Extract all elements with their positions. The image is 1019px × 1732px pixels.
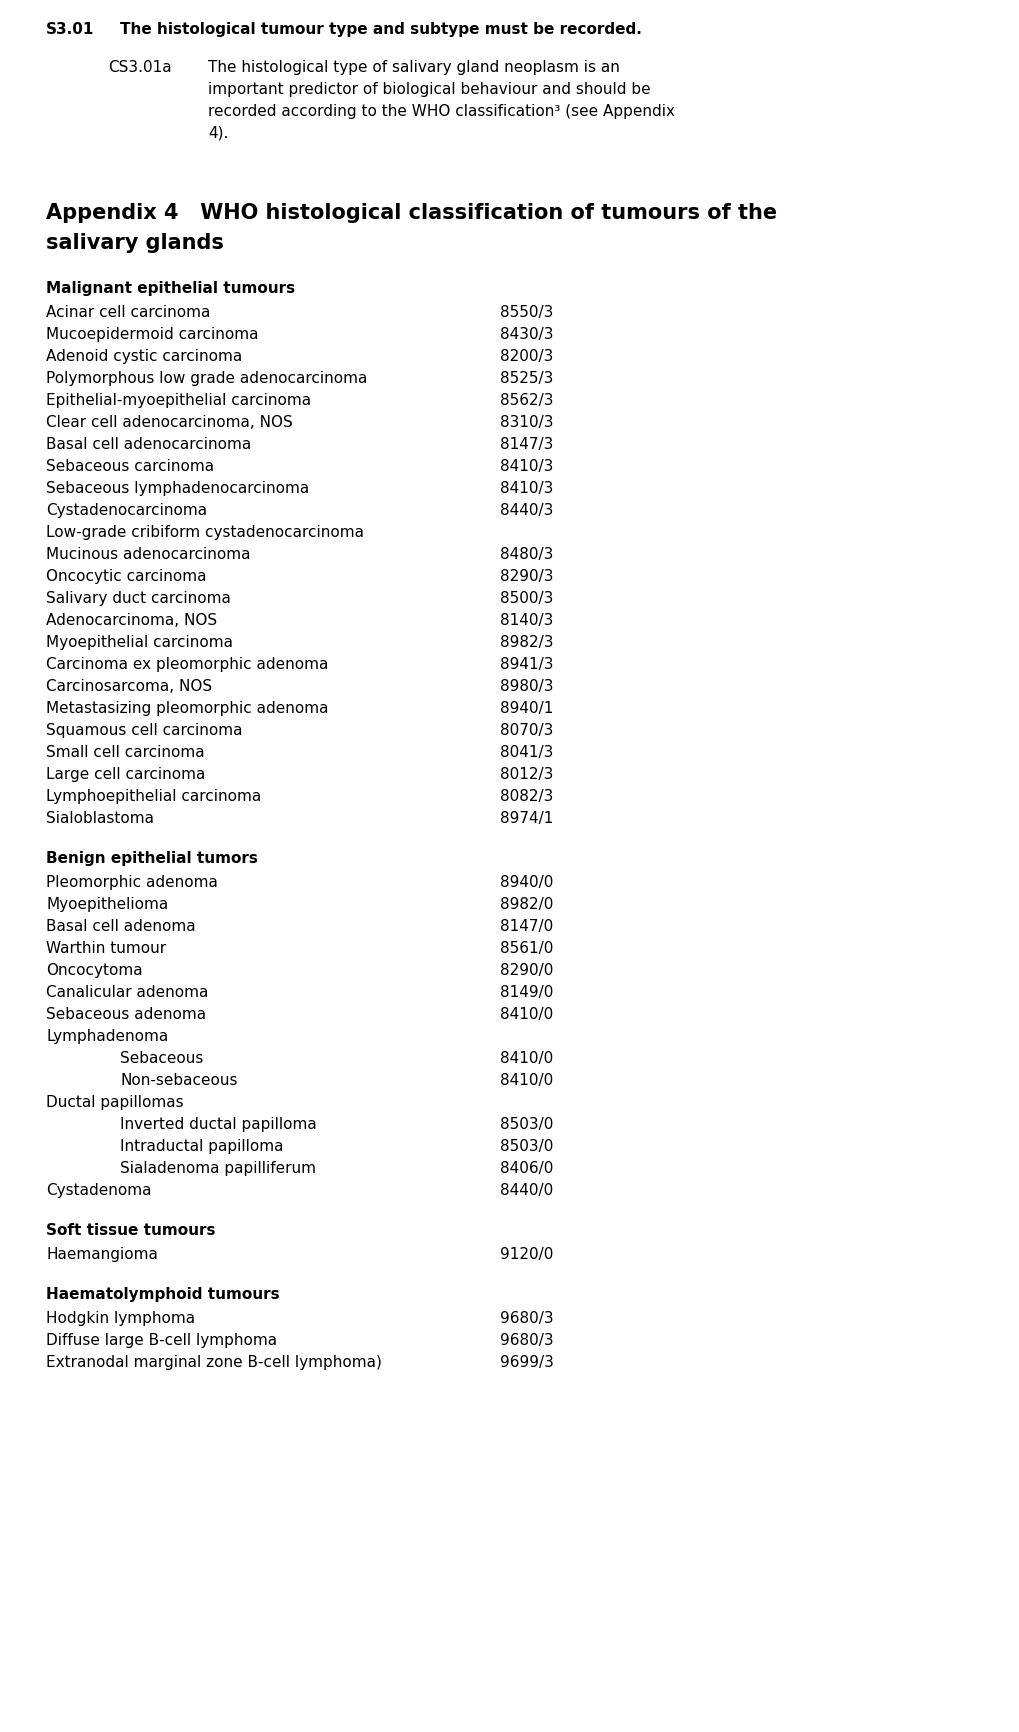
Text: 8480/3: 8480/3 [499,547,553,561]
Text: 9680/3: 9680/3 [499,1311,553,1327]
Text: Sebaceous: Sebaceous [120,1051,203,1065]
Text: 8550/3: 8550/3 [499,305,553,320]
Text: 8070/3: 8070/3 [499,722,553,738]
Text: Lymphoepithelial carcinoma: Lymphoepithelial carcinoma [46,790,261,804]
Text: 8290/3: 8290/3 [499,570,553,584]
Text: 8982/3: 8982/3 [499,636,553,650]
Text: 8940/1: 8940/1 [499,701,553,715]
Text: Sebaceous adenoma: Sebaceous adenoma [46,1006,206,1022]
Text: Sialoblastoma: Sialoblastoma [46,811,154,826]
Text: Pleomorphic adenoma: Pleomorphic adenoma [46,875,218,890]
Text: Low-grade cribiform cystadenocarcinoma: Low-grade cribiform cystadenocarcinoma [46,525,364,540]
Text: 8525/3: 8525/3 [499,371,553,386]
Text: Sebaceous lymphadenocarcinoma: Sebaceous lymphadenocarcinoma [46,481,309,495]
Text: Haematolymphoid tumours: Haematolymphoid tumours [46,1287,279,1302]
Text: Clear cell adenocarcinoma, NOS: Clear cell adenocarcinoma, NOS [46,416,292,430]
Text: 8410/3: 8410/3 [499,459,553,475]
Text: 8941/3: 8941/3 [499,656,553,672]
Text: Mucoepidermoid carcinoma: Mucoepidermoid carcinoma [46,327,258,341]
Text: Basal cell adenocarcinoma: Basal cell adenocarcinoma [46,436,251,452]
Text: Intraductal papilloma: Intraductal papilloma [120,1140,283,1154]
Text: Carcinoma ex pleomorphic adenoma: Carcinoma ex pleomorphic adenoma [46,656,328,672]
Text: Salivary duct carcinoma: Salivary duct carcinoma [46,591,230,606]
Text: 8440/3: 8440/3 [499,502,553,518]
Text: The histological tumour type and subtype must be recorded.: The histological tumour type and subtype… [120,23,641,36]
Text: 8562/3: 8562/3 [499,393,553,409]
Text: 8290/0: 8290/0 [499,963,553,979]
Text: 4).: 4). [208,126,228,140]
Text: 9699/3: 9699/3 [499,1354,553,1370]
Text: Sialadenoma papilliferum: Sialadenoma papilliferum [120,1160,316,1176]
Text: Myoepithelioma: Myoepithelioma [46,897,168,913]
Text: Oncocytic carcinoma: Oncocytic carcinoma [46,570,206,584]
Text: 8082/3: 8082/3 [499,790,553,804]
Text: Adenocarcinoma, NOS: Adenocarcinoma, NOS [46,613,217,629]
Text: Non-sebaceous: Non-sebaceous [120,1074,237,1088]
Text: Cystadenocarcinoma: Cystadenocarcinoma [46,502,207,518]
Text: Metastasizing pleomorphic adenoma: Metastasizing pleomorphic adenoma [46,701,328,715]
Text: Epithelial-myoepithelial carcinoma: Epithelial-myoepithelial carcinoma [46,393,311,409]
Text: Appendix 4   WHO histological classification of tumours of the: Appendix 4 WHO histological classificati… [46,203,776,223]
Text: recorded according to the WHO classification³ (see Appendix: recorded according to the WHO classifica… [208,104,675,120]
Text: 8140/3: 8140/3 [499,613,553,629]
Text: Soft tissue tumours: Soft tissue tumours [46,1223,215,1238]
Text: 8041/3: 8041/3 [499,745,553,760]
Text: Sebaceous carcinoma: Sebaceous carcinoma [46,459,214,475]
Text: Extranodal marginal zone B-cell lymphoma): Extranodal marginal zone B-cell lymphoma… [46,1354,381,1370]
Text: 8200/3: 8200/3 [499,350,553,364]
Text: Haemangioma: Haemangioma [46,1247,158,1263]
Text: 8503/0: 8503/0 [499,1140,553,1154]
Text: 8503/0: 8503/0 [499,1117,553,1133]
Text: 8980/3: 8980/3 [499,679,553,695]
Text: Cystadenoma: Cystadenoma [46,1183,152,1199]
Text: Acinar cell carcinoma: Acinar cell carcinoma [46,305,210,320]
Text: 8406/0: 8406/0 [499,1160,553,1176]
Text: Adenoid cystic carcinoma: Adenoid cystic carcinoma [46,350,243,364]
Text: 8410/0: 8410/0 [499,1051,552,1065]
Text: Oncocytoma: Oncocytoma [46,963,143,979]
Text: Large cell carcinoma: Large cell carcinoma [46,767,205,783]
Text: 8430/3: 8430/3 [499,327,553,341]
Text: Ductal papillomas: Ductal papillomas [46,1095,183,1110]
Text: 8410/3: 8410/3 [499,481,553,495]
Text: 8982/0: 8982/0 [499,897,553,913]
Text: 8310/3: 8310/3 [499,416,553,430]
Text: Lymphadenoma: Lymphadenoma [46,1029,168,1044]
Text: 8012/3: 8012/3 [499,767,553,783]
Text: 8561/0: 8561/0 [499,940,553,956]
Text: 8500/3: 8500/3 [499,591,553,606]
Text: 9680/3: 9680/3 [499,1334,553,1347]
Text: 8147/3: 8147/3 [499,436,553,452]
Text: 8410/0: 8410/0 [499,1006,552,1022]
Text: 8940/0: 8940/0 [499,875,553,890]
Text: Diffuse large B-cell lymphoma: Diffuse large B-cell lymphoma [46,1334,277,1347]
Text: Canalicular adenoma: Canalicular adenoma [46,986,208,999]
Text: Hodgkin lymphoma: Hodgkin lymphoma [46,1311,195,1327]
Text: S3.01: S3.01 [46,23,95,36]
Text: Polymorphous low grade adenocarcinoma: Polymorphous low grade adenocarcinoma [46,371,367,386]
Text: salivary glands: salivary glands [46,234,223,253]
Text: Benign epithelial tumors: Benign epithelial tumors [46,850,258,866]
Text: Myoepithelial carcinoma: Myoepithelial carcinoma [46,636,232,650]
Text: CS3.01a: CS3.01a [108,61,171,74]
Text: 9120/0: 9120/0 [499,1247,553,1263]
Text: 8440/0: 8440/0 [499,1183,552,1199]
Text: Inverted ductal papilloma: Inverted ductal papilloma [120,1117,317,1133]
Text: Mucinous adenocarcinoma: Mucinous adenocarcinoma [46,547,251,561]
Text: Carcinosarcoma, NOS: Carcinosarcoma, NOS [46,679,212,695]
Text: Malignant epithelial tumours: Malignant epithelial tumours [46,281,294,296]
Text: Warthin tumour: Warthin tumour [46,940,166,956]
Text: 8149/0: 8149/0 [499,986,553,999]
Text: Small cell carcinoma: Small cell carcinoma [46,745,205,760]
Text: Squamous cell carcinoma: Squamous cell carcinoma [46,722,243,738]
Text: important predictor of biological behaviour and should be: important predictor of biological behavi… [208,81,650,97]
Text: 8410/0: 8410/0 [499,1074,552,1088]
Text: Basal cell adenoma: Basal cell adenoma [46,920,196,934]
Text: 8147/0: 8147/0 [499,920,552,934]
Text: The histological type of salivary gland neoplasm is an: The histological type of salivary gland … [208,61,620,74]
Text: 8974/1: 8974/1 [499,811,553,826]
